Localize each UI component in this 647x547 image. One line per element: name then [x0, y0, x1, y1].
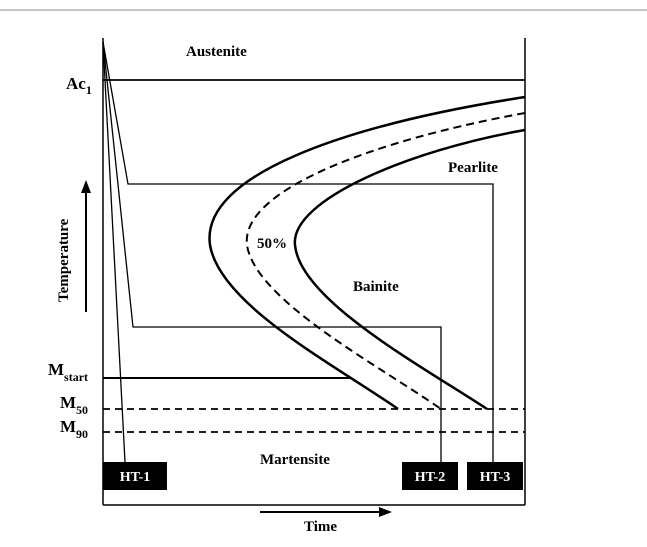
ht1-box: HT-1 — [103, 462, 167, 490]
start-transformation-curve — [208, 95, 526, 411]
ht2-cooling-path — [102, 41, 442, 462]
mstart-label: Mstart — [48, 360, 88, 384]
ht3-cooling-path — [102, 41, 494, 462]
bainite-label: Bainite — [353, 279, 399, 295]
m90-label-sub: 90 — [76, 427, 88, 441]
ac1-label-main: Ac — [66, 74, 86, 93]
temperature-axis-label: Temperature — [56, 218, 72, 302]
m50-label: M50 — [60, 393, 88, 417]
m90-label-main: M — [60, 417, 76, 436]
ht1-box-bg — [103, 462, 167, 490]
martensite-label: Martensite — [260, 452, 330, 468]
temperature-arrow-head-icon — [81, 180, 91, 193]
ht2-box-bg — [402, 462, 458, 490]
ht3-box-bg — [467, 462, 523, 490]
pearlite-label: Pearlite — [448, 160, 498, 176]
time-axis-label: Time — [304, 519, 337, 535]
ac1-label: Ac1 — [66, 74, 92, 97]
m50-label-sub: 50 — [76, 403, 88, 417]
m50-label-main: M — [60, 393, 76, 412]
ht1-box-label: HT-1 — [120, 470, 151, 485]
ac1-label-sub: 1 — [86, 83, 92, 97]
mstart-label-sub: start — [64, 370, 88, 384]
fifty-percent-curve — [245, 112, 526, 410]
ht2-box-label: HT-2 — [415, 470, 446, 485]
fifty-percent-label: 50% — [257, 236, 287, 252]
ht1-cooling-path — [102, 41, 126, 463]
time-arrow-head-icon — [379, 507, 392, 517]
ht3-box: HT-3 — [467, 462, 523, 490]
m90-label: M90 — [60, 417, 88, 441]
ht3-box-label: HT-3 — [480, 470, 511, 485]
mstart-label-main: M — [48, 360, 64, 379]
austenite-label: Austenite — [186, 44, 247, 60]
ht2-box: HT-2 — [402, 462, 458, 490]
finish-transformation-curve — [293, 128, 526, 411]
